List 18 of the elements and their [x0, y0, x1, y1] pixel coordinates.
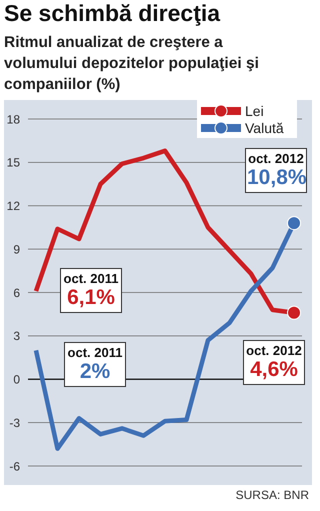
text: SURSA: BNR: [236, 488, 309, 502]
y-tick-label: 15: [6, 156, 20, 170]
y-tick-label: -6: [9, 459, 20, 474]
y-tick-label: 6: [13, 286, 20, 300]
y-tick-label: 3: [13, 329, 20, 344]
chart-subtitle: Ritmul anualizat de creştere a volumului depozitelor populaţiei şi companiilor (%): [4, 33, 260, 95]
annotation: oct. 2012 10,8%: [247, 151, 307, 190]
y-tick-label: -3: [9, 416, 20, 430]
y-tick-label: 12: [6, 199, 20, 214]
legend-label: Valută: [245, 120, 284, 136]
annotation: oct. 2012 4,6%: [245, 343, 303, 382]
y-tick-label: 0: [13, 372, 20, 387]
annotation: oct. 2011 2%: [66, 345, 124, 384]
y-tick-label: 18: [6, 112, 20, 126]
chart-title: Se schimbă direcţia: [4, 0, 220, 27]
legend-label: Lei: [245, 102, 264, 118]
y-tick-label: 9: [13, 242, 20, 256]
annotation: oct. 2011 6,1%: [62, 271, 120, 310]
